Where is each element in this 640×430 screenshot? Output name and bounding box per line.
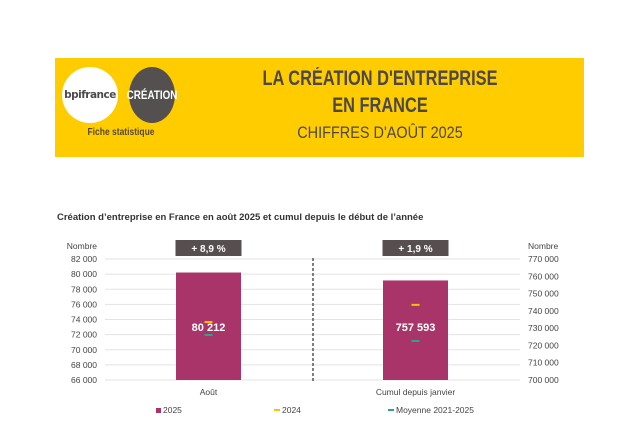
legend-swatch-average (388, 409, 394, 411)
left-axis-tick-label: 66 000 (71, 375, 97, 385)
legend-label-2025: 2025 (163, 405, 182, 415)
left-axis-tick-label: 78 000 (71, 284, 97, 294)
legend-swatch-2024 (274, 409, 280, 411)
legend-label-average: Moyenne 2021-2025 (396, 405, 474, 415)
category-label: Cumul depuis janvier (376, 387, 456, 397)
page-subtitle: CHIFFRES D'AOÛT 2025 (297, 123, 463, 142)
tagline: Fiche statistique (87, 127, 155, 138)
left-axis-tick-label: 74 000 (71, 315, 97, 325)
growth-badge-label: + 8,9 % (191, 244, 225, 255)
left-axis-tick-label: 76 000 (71, 299, 97, 309)
legend-label-2024: 2024 (282, 405, 301, 415)
bpifrance-logo: bpifrance (62, 67, 118, 123)
legend-item-average: Moyenne 2021-2025 (388, 405, 474, 415)
left-axis-tick-label: 68 000 (71, 360, 97, 370)
page-title-line2: EN FRANCE (332, 94, 428, 117)
bpifrance-logo-text: bpifrance (64, 89, 116, 101)
growth-badge-label: + 1,9 % (398, 244, 432, 255)
category-label: Août (200, 387, 218, 397)
right-axis-tick-label: 760 000 (528, 271, 559, 281)
right-axis-tick-label: 710 000 (528, 358, 559, 368)
bar-value-label: 757 593 (396, 322, 436, 334)
left-axis-tick-label: 82 000 (71, 254, 97, 264)
right-axis-tick-label: 730 000 (528, 323, 559, 333)
legend-swatch-2025 (156, 407, 161, 413)
legend-item-2024: 2024 (274, 405, 301, 415)
right-axis-tick-label: 720 000 (528, 340, 559, 350)
right-axis-tick-label: 700 000 (528, 375, 559, 385)
creation-logo-text: CRÉATION (126, 88, 178, 102)
right-axis-title: Nombre (528, 241, 559, 251)
bar-value-label: 80 212 (192, 322, 226, 334)
left-axis-title: Nombre (67, 241, 98, 251)
bar-2025 (383, 280, 448, 380)
page-title-line1: LA CRÉATION D'ENTREPRISE (262, 67, 498, 90)
right-axis-tick-label: 770 000 (528, 254, 559, 264)
growth-badge (382, 240, 449, 256)
growth-badge (175, 240, 242, 256)
left-axis-tick-label: 70 000 (71, 345, 97, 355)
chart-title: Création d’entreprise en France en août … (57, 212, 424, 223)
header-banner: bpifrance CRÉATION Fiche statistique LA … (55, 58, 584, 157)
right-axis-tick-label: 740 000 (528, 306, 559, 316)
right-axis-tick-label: 750 000 (528, 289, 559, 299)
left-axis-tick-label: 80 000 (71, 269, 97, 279)
creation-logo: CRÉATION (126, 67, 178, 123)
legend-item-2025: 2025 (156, 405, 182, 415)
bar-2025 (176, 272, 241, 380)
left-axis-tick-label: 72 000 (71, 330, 97, 340)
